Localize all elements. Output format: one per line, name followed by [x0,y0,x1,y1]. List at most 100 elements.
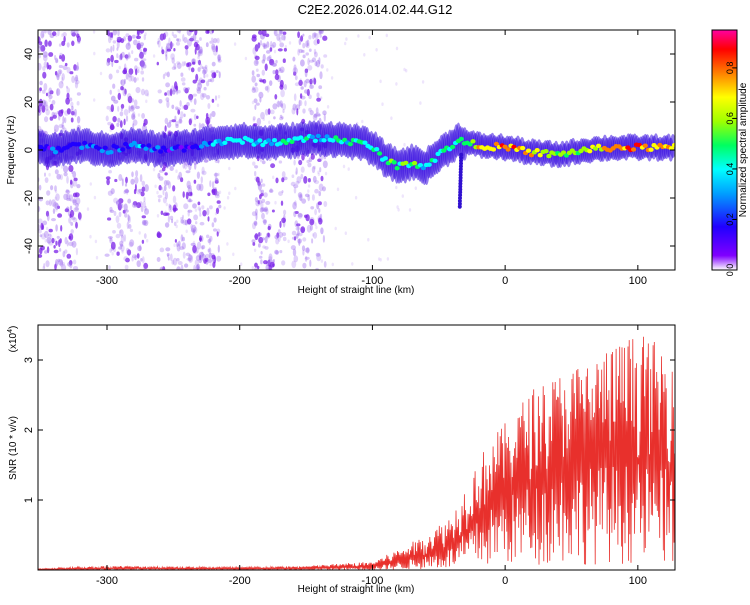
noise-speck [217,94,221,99]
noise-speck [199,63,203,70]
noise-speck [116,53,119,59]
noise-speck [195,73,199,82]
noise-speck [118,174,123,181]
noise-speck [368,35,371,40]
noise-speck [254,197,258,203]
noise-speck [331,262,334,267]
noise-speck [293,71,297,76]
noise-speck [182,214,184,220]
noise-speck [126,249,132,256]
noise-speck [294,82,300,87]
noise-speck [293,64,297,72]
noise-speck [279,221,282,228]
noise-speck [107,190,113,196]
noise-speck [258,30,263,35]
noise-speck [278,231,284,238]
noise-speck [133,204,138,208]
noise-speck [211,188,216,196]
noise-speck [309,59,315,63]
noise-speck [302,42,306,49]
noise-speck [308,107,312,112]
noise-speck [66,193,71,200]
noise-speck [113,211,117,216]
noise-speck [173,243,176,247]
noise-speck [208,237,212,245]
noise-speck [164,210,167,214]
noise-speck [302,249,305,256]
noise-speck [57,258,61,263]
noise-speck [186,180,191,189]
colorbar-tick-label: 0.8 [725,62,735,75]
spectrogram-y-tick-label: 40 [23,48,35,60]
noise-speck [294,171,298,175]
noise-speck [290,181,296,187]
noise-speck [274,234,279,240]
noise-speck [167,257,170,261]
noise-speck [159,33,165,41]
noise-speck [167,215,170,224]
noise-speck [133,77,137,83]
noise-speck [272,103,278,110]
noise-speck [93,51,96,56]
noise-speck [41,105,46,113]
noise-speck [187,209,190,217]
noise-speck [262,219,267,224]
noise-speck [67,261,72,267]
noise-speck [45,210,50,217]
noise-speck [194,30,198,36]
noise-speck [261,59,265,64]
noise-speck [186,62,190,68]
noise-speck [278,69,284,73]
noise-speck [176,242,179,248]
noise-speck [313,32,317,38]
noise-speck [305,40,309,48]
noise-speck [255,68,259,72]
noise-speck [269,188,273,193]
ridge-cell [467,142,473,147]
noise-speck [201,246,204,250]
noise-speck [323,261,327,268]
noise-speck [70,101,74,108]
noise-speck [322,186,326,192]
noise-speck [294,200,297,206]
noise-speck [171,104,175,110]
noise-speck [53,245,56,249]
noise-speck [320,154,324,160]
noise-speck [73,207,79,213]
noise-speck [127,40,130,46]
noise-speck [53,249,59,254]
noise-speck [165,54,168,61]
noise-speck [257,182,262,191]
noise-speck [266,267,269,270]
noise-speck [367,237,370,242]
colorbar [712,30,737,270]
noise-speck [38,218,43,224]
ridge-cell [426,162,432,167]
noise-speck [74,207,80,211]
snr-x-tick-label: 100 [629,575,647,587]
noise-speck [270,163,276,169]
noise-speck [276,33,281,41]
noise-speck [196,183,202,191]
noise-speck [164,191,168,200]
noise-speck [38,254,43,258]
noise-speck [125,67,128,71]
noise-speck [166,42,171,47]
noise-speck [264,63,268,71]
noise-speck [44,177,49,184]
noise-speck [95,255,99,260]
noise-speck [184,87,189,94]
noise-speck [322,160,328,169]
noise-speck [132,123,135,130]
noise-speck [187,218,192,225]
noise-speck [161,49,165,55]
ridge-cell [298,135,304,140]
noise-speck [76,184,81,189]
noise-speck [282,232,287,237]
noise-speck [210,78,215,83]
noise-speck [137,40,141,45]
noise-speck [169,253,173,262]
noise-speck [312,175,317,183]
noise-speck [57,213,63,218]
ridge-cell [391,160,397,165]
